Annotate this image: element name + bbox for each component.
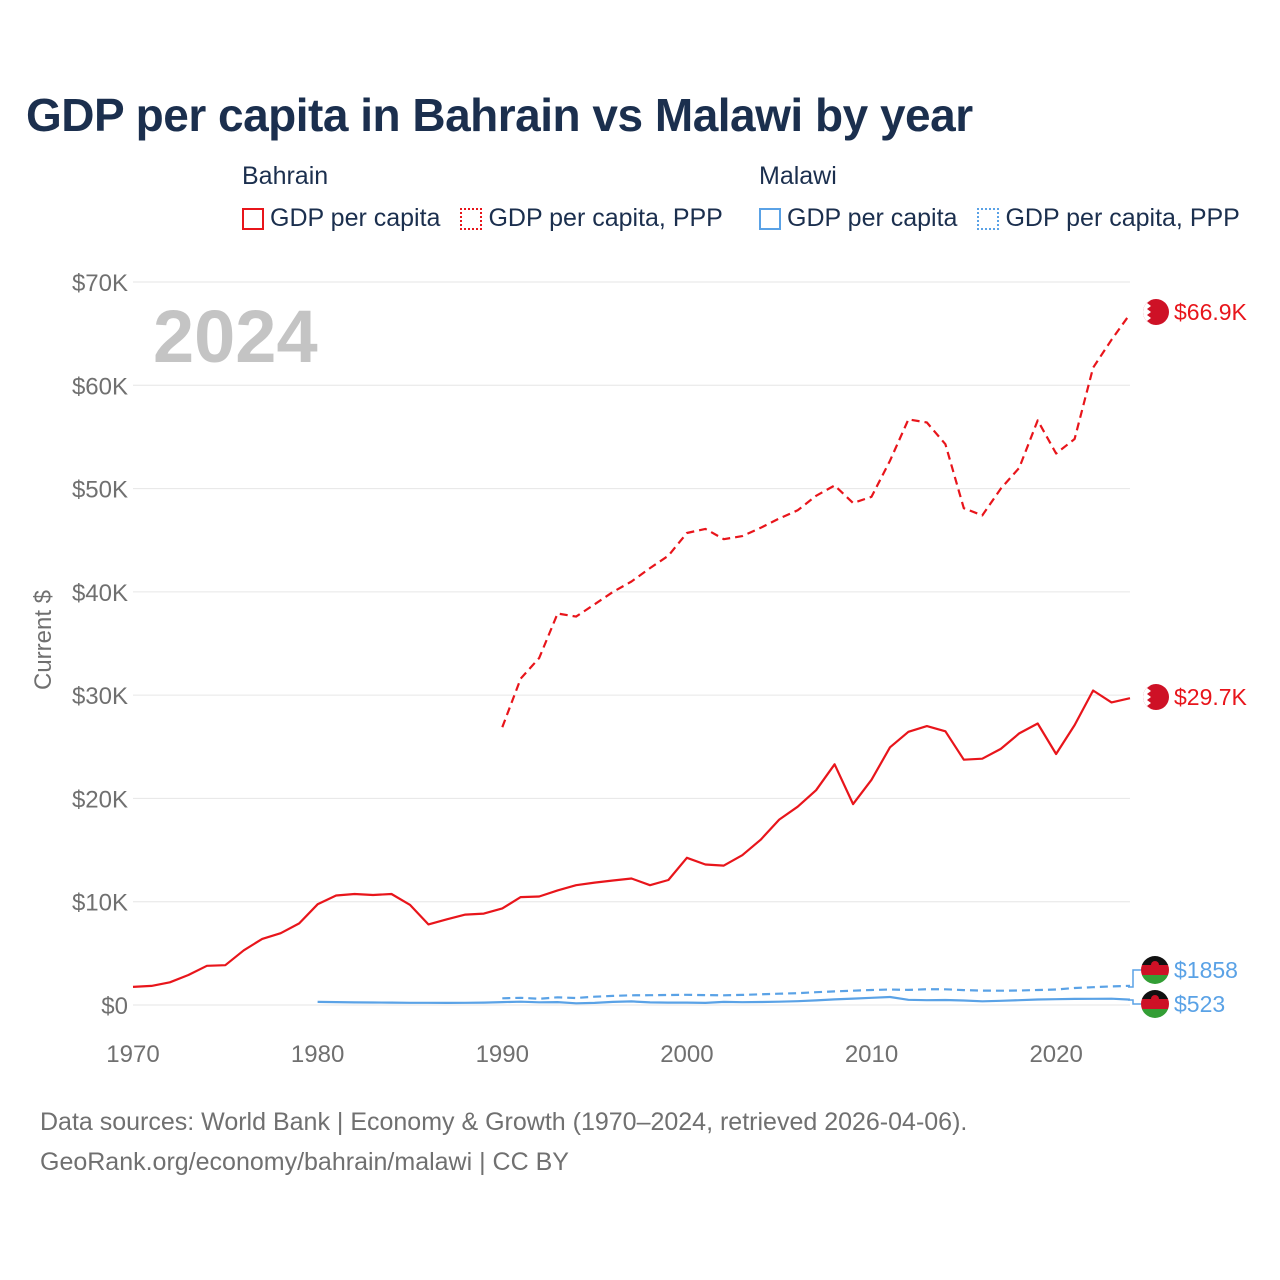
legend-group-name: Bahrain — [242, 162, 329, 190]
y-tick-label: $10K — [72, 890, 128, 917]
year-label: 2024 — [153, 295, 318, 378]
x-tick-label: 1990 — [476, 1041, 529, 1068]
y-tick-label: $40K — [72, 580, 128, 607]
legend-item-bahrain-gdp-ppp[interactable]: GDP per capita, PPP — [460, 204, 723, 233]
legend-group-name: Malawi — [759, 162, 837, 190]
malawi-connector — [1128, 999, 1141, 1005]
legend-label: GDP per capita — [787, 204, 958, 232]
y-tick-label: $0 — [101, 993, 128, 1020]
x-tick-label: 2020 — [1029, 1041, 1082, 1068]
series-line-bahrain-gdp-per-capita-ppp — [501, 313, 1131, 728]
legend-label: GDP per capita, PPP — [1005, 204, 1240, 232]
series-line-bahrain-gdp-per-capita — [132, 689, 1131, 988]
legend-label: GDP per capita, PPP — [488, 204, 723, 232]
footer-sources: Data sources: World Bank | Economy & Gro… — [40, 1108, 968, 1136]
x-tick-label: 1980 — [291, 1041, 344, 1068]
series-line-malawi-gdp-per-capita-ppp — [502, 984, 1131, 1000]
legend-swatch-solid — [242, 207, 264, 230]
x-tick-label: 1970 — [106, 1041, 159, 1068]
legend-group-malawi: Malawi GDP per capita GDP per capita, PP… — [759, 162, 1240, 233]
x-tick-label: 2000 — [660, 1041, 713, 1068]
legend-item-malawi-gdp-ppp[interactable]: GDP per capita, PPP — [977, 204, 1240, 233]
legend-label: GDP per capita — [270, 204, 441, 232]
footer-link[interactable]: GeoRank.org/economy/bahrain/malawi | CC … — [40, 1148, 569, 1176]
y-tick-label: $30K — [72, 683, 128, 710]
y-tick-label: $70K — [72, 270, 128, 297]
legend-item-bahrain-gdp[interactable]: GDP per capita — [242, 204, 440, 233]
legend-swatch-dotted — [977, 207, 1000, 230]
malawi-connector — [1128, 969, 1141, 988]
legend-group-bahrain: Bahrain GDP per capita GDP per capita, P… — [242, 162, 723, 233]
end-label-malawi-gdp: $523 — [1174, 991, 1225, 1017]
x-tick-label: 2010 — [845, 1041, 898, 1068]
malawi-flag-icon — [1141, 956, 1169, 984]
legend-swatch-dotted — [460, 207, 483, 230]
y-tick-label: $60K — [72, 373, 128, 400]
series-line-malawi-gdp-per-capita — [317, 995, 1131, 1005]
y-tick-label: $50K — [72, 477, 128, 504]
y-tick-label: $20K — [72, 786, 128, 813]
legend-item-malawi-gdp[interactable]: GDP per capita — [759, 204, 957, 233]
end-label-bahrain-gdp: $29.7K — [1174, 684, 1248, 710]
page-title: GDP per capita in Bahrain vs Malawi by y… — [26, 89, 973, 141]
y-axis-title: Current $ — [30, 590, 57, 690]
bahrain-flag-icon — [1143, 684, 1169, 710]
end-label-malawi-gdp-ppp: $1858 — [1174, 957, 1238, 983]
end-label-bahrain-gdp-ppp: $66.9K — [1174, 299, 1248, 325]
legend-swatch-solid — [759, 207, 781, 230]
bahrain-flag-icon — [1143, 299, 1169, 325]
malawi-flag-icon — [1141, 990, 1169, 1018]
